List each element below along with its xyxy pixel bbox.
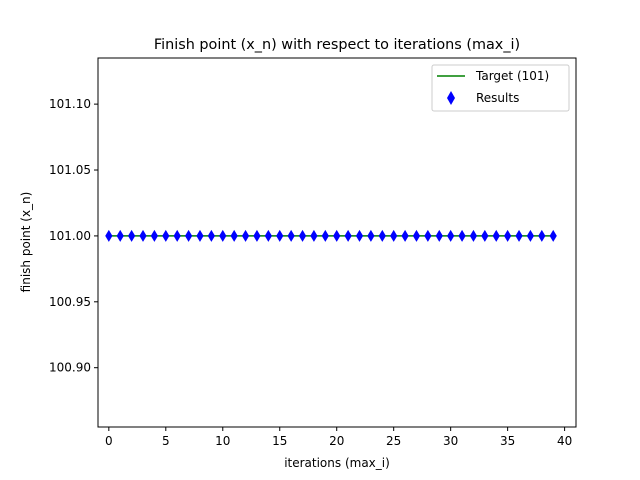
result-point <box>390 229 398 242</box>
result-point <box>481 229 489 242</box>
x-tick-label: 10 <box>215 434 230 448</box>
result-point <box>469 229 478 242</box>
y-tick-label: 101.10 <box>49 97 91 111</box>
result-point <box>367 229 375 242</box>
result-point <box>150 229 159 242</box>
result-point <box>378 229 386 242</box>
axes-frame <box>97 57 577 428</box>
result-point <box>549 229 557 242</box>
result-point <box>253 229 261 242</box>
result-point <box>526 229 535 242</box>
result-point <box>310 229 318 242</box>
y-tick-label: 101.05 <box>49 163 91 177</box>
result-point <box>492 229 500 242</box>
result-point <box>196 229 204 242</box>
plot-area <box>105 229 557 242</box>
legend: Target (101) Results <box>431 64 570 112</box>
x-tick-label: 0 <box>105 434 113 448</box>
result-point <box>173 229 181 242</box>
result-point <box>298 229 307 242</box>
result-point <box>264 229 272 242</box>
result-point <box>105 229 113 242</box>
x-tick-label: 40 <box>557 434 572 448</box>
y-tick-label: 100.90 <box>49 361 91 375</box>
y-tick-label: 101.00 <box>49 229 91 243</box>
result-point <box>207 229 215 242</box>
x-tick-label: 25 <box>386 434 401 448</box>
chart-title: Finish point (x_n) with respect to itera… <box>154 37 520 53</box>
result-point <box>128 229 136 242</box>
x-tick-label: 5 <box>162 434 170 448</box>
x-tick-label: 20 <box>329 434 344 448</box>
result-point <box>447 229 455 242</box>
result-point <box>230 229 238 242</box>
result-point <box>355 229 364 242</box>
x-axis-label: iterations (max_i) <box>284 456 390 470</box>
legend-target-label: Target (101) <box>475 69 549 83</box>
y-tick-label: 100.95 <box>49 295 91 309</box>
result-point <box>139 229 147 242</box>
result-point <box>321 229 329 242</box>
legend-results-marker-swatch <box>447 91 455 105</box>
result-point <box>219 229 227 242</box>
result-point <box>401 229 409 242</box>
legend-box <box>431 64 570 112</box>
result-point <box>184 229 193 242</box>
result-point <box>116 229 124 242</box>
legend-results-label: Results <box>476 91 519 105</box>
axis-ticks: 0 5 10 15 20 25 30 35 40 100.90 100.95 101.00 101.05… <box>49 97 572 448</box>
x-tick-label: 15 <box>272 434 287 448</box>
result-point <box>276 229 284 242</box>
result-point <box>515 229 523 242</box>
result-point <box>435 229 443 242</box>
result-point <box>162 229 170 242</box>
result-point <box>412 229 421 242</box>
result-point <box>538 229 546 242</box>
result-point <box>344 229 352 242</box>
result-point <box>424 229 432 242</box>
x-tick-label: 35 <box>500 434 515 448</box>
result-point <box>458 229 466 242</box>
y-axis-label: finish point (x_n) <box>19 192 33 293</box>
x-tick-label: 30 <box>443 434 458 448</box>
result-point <box>287 229 295 242</box>
result-point <box>333 229 341 242</box>
result-point <box>504 229 512 242</box>
result-point <box>241 229 250 242</box>
